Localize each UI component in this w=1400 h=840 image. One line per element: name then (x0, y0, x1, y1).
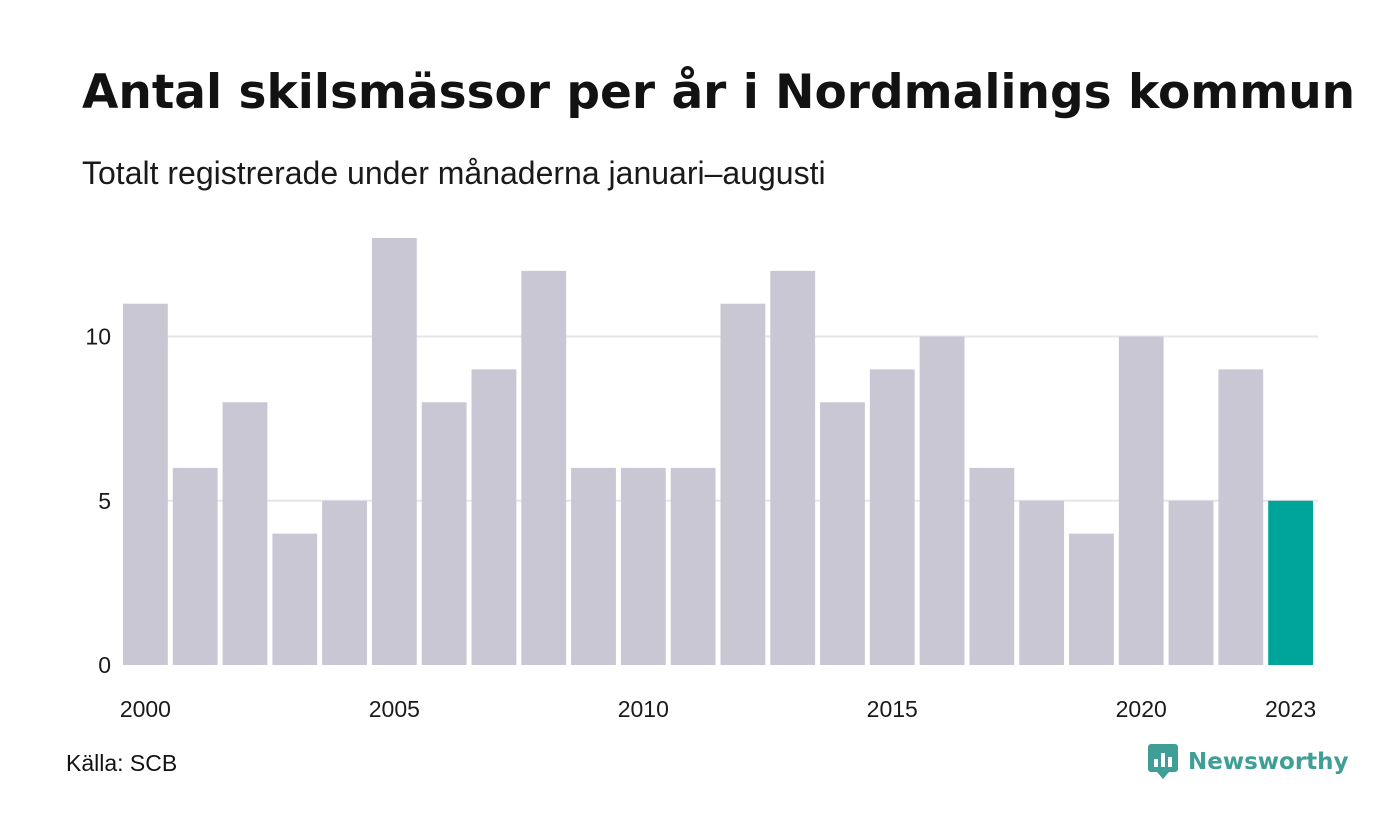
chart-title: Antal skilsmässor per år i Nordmalings k… (82, 65, 1356, 120)
y-tick-label: 0 (98, 652, 111, 678)
bar-2000 (123, 303, 168, 665)
chart-subtitle: Totalt registrerade under månaderna janu… (82, 155, 826, 191)
bar-2022 (1218, 369, 1264, 665)
x-tick-label: 2023 (1265, 696, 1316, 722)
y-tick-label: 10 (85, 324, 111, 350)
bar-2014 (820, 402, 865, 665)
x-axis-ticks: 2000 2005 2010 2015 2020 2023 (120, 696, 1316, 722)
brand-name: Newsworthy (1188, 749, 1349, 775)
bar-2012 (720, 303, 766, 665)
bar-2007 (471, 369, 517, 665)
bar-2023 (1268, 500, 1313, 665)
bar-2002 (222, 402, 268, 665)
y-axis-ticks: 0 5 10 (85, 324, 111, 678)
bar-2018 (1019, 500, 1065, 665)
bar-2015 (869, 369, 915, 665)
bar-2009 (571, 467, 616, 665)
y-tick-label: 5 (98, 488, 111, 514)
bar-2010 (620, 467, 666, 665)
x-tick-label: 2010 (618, 696, 669, 722)
x-tick-label: 2005 (369, 696, 420, 722)
bar-2001 (172, 467, 218, 665)
bar-2013 (770, 270, 816, 665)
bar-2011 (670, 467, 716, 665)
source-note: Källa: SCB (66, 750, 178, 776)
brand-logo: Newsworthy (1148, 744, 1349, 780)
bar-2021 (1168, 500, 1214, 665)
bar-2004 (322, 500, 367, 665)
x-tick-label: 2015 (867, 696, 918, 722)
newsworthy-logo-icon (1148, 744, 1178, 779)
bar-2016 (919, 336, 965, 665)
x-tick-label: 2020 (1116, 696, 1167, 722)
bar-2005 (371, 238, 417, 665)
bar-2006 (421, 402, 467, 665)
bar-2017 (969, 467, 1015, 665)
bar-2019 (1069, 533, 1114, 665)
bar-2008 (521, 270, 567, 665)
bar-chart: 0 5 10 2000 2005 2010 2015 2020 2023 (85, 238, 1318, 722)
bars (123, 238, 1313, 665)
bar-2003 (272, 533, 318, 665)
x-tick-label: 2000 (120, 696, 171, 722)
bar-2020 (1118, 336, 1164, 665)
